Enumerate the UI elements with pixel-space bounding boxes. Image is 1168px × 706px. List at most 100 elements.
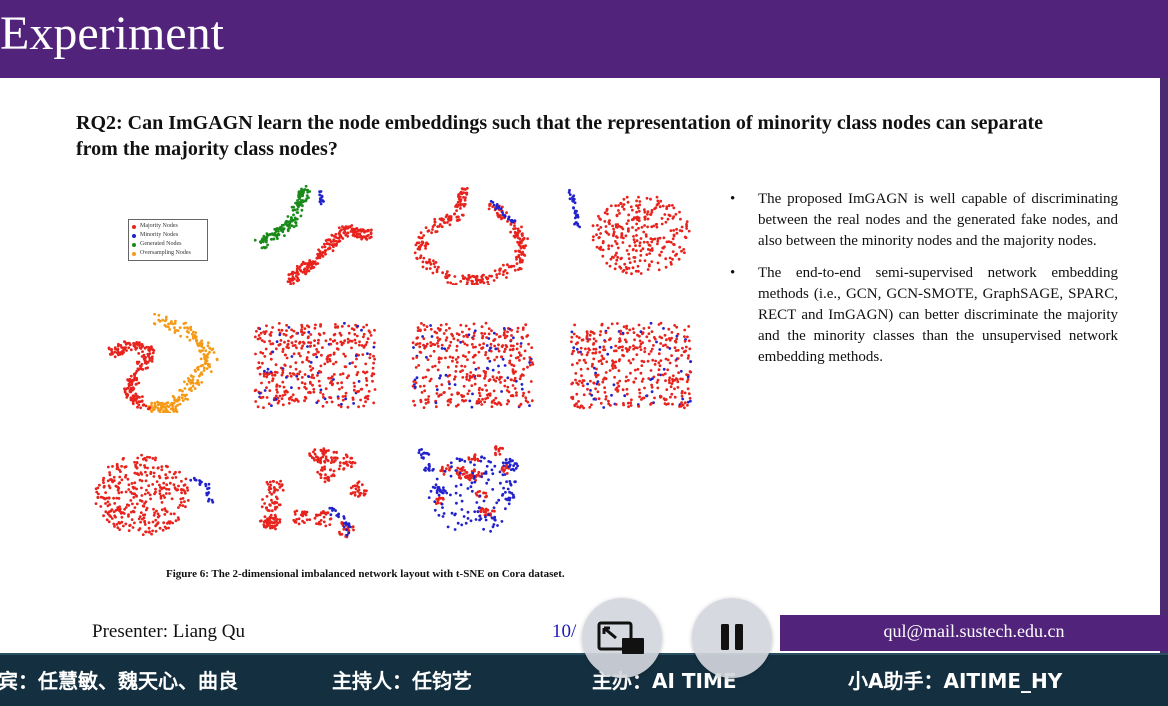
- scatter-point: [574, 221, 578, 224]
- scatter-point: [656, 239, 660, 243]
- scatter-point: [368, 356, 372, 360]
- scatter-point: [271, 377, 275, 380]
- scatter-point: [634, 216, 638, 219]
- scatter-point: [469, 460, 472, 464]
- scatter-point: [683, 235, 687, 239]
- scatter-point: [450, 393, 454, 396]
- scatter-point: [669, 240, 673, 244]
- bullet-text: The proposed ImGAGN is well capable of d…: [758, 191, 1118, 249]
- scatter-point: [418, 342, 422, 345]
- scatter-point: [358, 491, 362, 495]
- scatter-point: [431, 225, 435, 228]
- scatter-point: [353, 461, 357, 465]
- scatter-point: [113, 350, 117, 354]
- scatter-point: [625, 267, 629, 271]
- scatter-point: [431, 228, 434, 231]
- scatter-point: [687, 229, 691, 233]
- scatter-point: [181, 399, 185, 402]
- scatter-point: [318, 193, 322, 197]
- scatter-point: [192, 375, 195, 379]
- scatter-point: [146, 366, 149, 370]
- scatter-point: [275, 383, 279, 387]
- scatter-point: [464, 355, 467, 358]
- scatter-point: [521, 394, 525, 398]
- scatter-point: [371, 366, 375, 370]
- scatter-point: [419, 400, 423, 404]
- scatter-point: [170, 497, 174, 501]
- scatter-point: [473, 469, 476, 473]
- scatter-point: [487, 332, 491, 336]
- scatter-point: [301, 344, 304, 348]
- scatter-point: [627, 378, 630, 382]
- scatter-point: [315, 401, 319, 404]
- scatter-point: [160, 401, 164, 405]
- scatter-point: [445, 322, 448, 326]
- scatter-point: [300, 208, 304, 212]
- scatter-point: [116, 526, 120, 529]
- scatter-point: [488, 359, 492, 363]
- scatter-point: [646, 359, 650, 363]
- scatter-point: [207, 482, 211, 486]
- scatter-point: [269, 331, 273, 334]
- scatter-point: [618, 379, 622, 383]
- scatter-point: [154, 487, 157, 491]
- scatter-point: [487, 337, 491, 340]
- scatter-point: [435, 392, 439, 395]
- scatter-point: [171, 394, 175, 398]
- scatter-point: [621, 388, 625, 392]
- scatter-point: [419, 231, 423, 235]
- scatter-point: [359, 228, 362, 232]
- scatter-point: [115, 462, 119, 466]
- scatter-point: [113, 525, 116, 528]
- scatter-point: [449, 400, 452, 404]
- scatter-point: [328, 468, 332, 472]
- scatter-point: [508, 457, 512, 461]
- scatter-point: [522, 391, 525, 395]
- scatter-point: [137, 352, 141, 355]
- scatter-point: [148, 493, 152, 497]
- scatter-point: [158, 489, 162, 493]
- scatter-point: [422, 323, 426, 327]
- scatter-point: [450, 332, 453, 336]
- scatter-point: [279, 479, 282, 483]
- scatter-point: [492, 506, 496, 510]
- scatter-point: [338, 387, 341, 391]
- scatter-point: [617, 204, 620, 207]
- scatter-point: [442, 512, 446, 515]
- scatter-point: [308, 365, 312, 368]
- scatter-point: [110, 508, 114, 511]
- picture-in-picture-button[interactable]: [582, 598, 662, 678]
- scatter-point: [148, 352, 152, 355]
- scatter-point: [316, 460, 320, 464]
- scatter-point: [528, 358, 532, 362]
- scatter-point: [455, 209, 458, 212]
- scatter-point: [337, 467, 341, 471]
- scatter-point: [671, 374, 675, 378]
- scatter-point: [141, 368, 145, 371]
- scatter-point: [312, 376, 316, 380]
- scatter-point: [300, 346, 304, 350]
- scatter-point: [465, 186, 469, 190]
- scatter-point: [350, 224, 354, 227]
- scatter-point: [350, 346, 353, 350]
- scatter-point: [683, 391, 687, 395]
- scatter-point: [573, 404, 577, 408]
- scatter-point: [504, 458, 508, 461]
- scatter-point: [272, 237, 276, 241]
- scatter-point: [297, 517, 301, 521]
- scatter-point: [356, 324, 360, 328]
- scatter-point: [127, 515, 130, 518]
- scatter-point: [530, 361, 534, 364]
- scatter-point: [202, 369, 206, 372]
- scatter-point: [158, 492, 162, 495]
- scatter-point: [352, 528, 355, 532]
- scatter-point: [367, 233, 370, 237]
- scatter-point: [307, 325, 311, 329]
- scatter-point: [608, 264, 612, 268]
- scatter-point: [134, 383, 138, 386]
- scatter-point: [619, 257, 623, 261]
- scatter-point: [364, 377, 368, 380]
- pause-button[interactable]: [692, 598, 772, 678]
- scatter-point: [501, 357, 505, 361]
- scatter-point: [630, 218, 634, 222]
